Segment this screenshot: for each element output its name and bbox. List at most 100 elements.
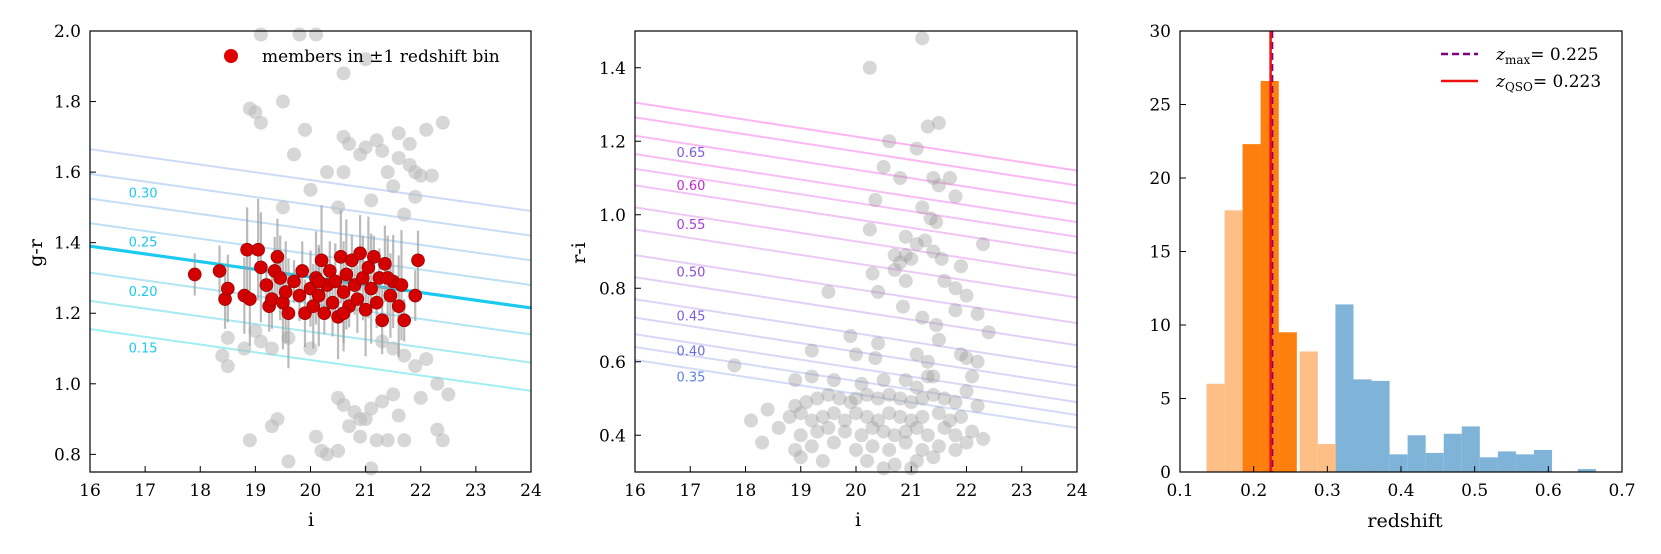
redseq-line (634, 358, 1078, 429)
histogram-bar (1353, 379, 1372, 472)
background-point (309, 429, 324, 444)
ylabel: r-i (568, 242, 590, 264)
background-point (965, 424, 980, 439)
background-point (854, 376, 869, 391)
x-tick-label: 24 (1066, 481, 1088, 501)
background-point (948, 281, 963, 296)
level-labels: 0.15 0.20 0.25 0.30 (129, 186, 158, 356)
background-point (904, 413, 919, 428)
y-tick-label: 1.2 (54, 304, 81, 324)
x-tick-label: 0.1 (1166, 481, 1193, 501)
level-label: 0.25 (129, 236, 158, 251)
background-point (237, 341, 252, 356)
background-point (782, 409, 797, 424)
background-point (815, 453, 830, 468)
xlabel: i (855, 509, 861, 531)
histogram-bar (1461, 426, 1480, 472)
member-point (336, 306, 351, 321)
xlabel: redshift (1367, 510, 1443, 532)
redshift-vlines (1269, 31, 1274, 472)
background-point (424, 168, 439, 183)
background-point (386, 179, 401, 194)
member-point (314, 253, 329, 268)
background-point (755, 435, 770, 450)
background-point (832, 391, 847, 406)
level-label: 0.20 (129, 285, 158, 300)
background-point (253, 115, 268, 130)
y-tick-label: 25 (1149, 96, 1171, 116)
legend-entry-label: zQSO= 0.223 (1495, 72, 1601, 94)
level-labels: 0.35 0.40 0.45 0.50 0.55 0.60 0.65 (676, 146, 705, 385)
histogram-bar (1533, 449, 1553, 472)
background-point (220, 330, 235, 345)
background-point (843, 329, 858, 344)
redseq-line (634, 167, 1078, 238)
background-point (353, 147, 368, 162)
y-tick-label: 0 (1160, 463, 1171, 483)
redseq-line (634, 346, 1078, 417)
background-point (386, 387, 401, 402)
background-point (882, 442, 897, 457)
histogram-bar (1278, 332, 1297, 472)
background-point (887, 248, 902, 263)
y-tick-label: 0.8 (599, 279, 626, 299)
histogram-bar (1206, 383, 1225, 472)
background-point (215, 348, 230, 363)
y-tick-label: 1.8 (54, 93, 81, 113)
legend: members in ±1 redshift bin (224, 47, 500, 67)
background-point (948, 442, 963, 457)
background-point (909, 420, 924, 435)
background-point (915, 391, 930, 406)
background-point (391, 408, 406, 423)
x-tick-label: 18 (735, 481, 757, 501)
background-point (929, 215, 944, 230)
level-label: 0.40 (676, 345, 705, 360)
background-point (915, 409, 930, 424)
level-label: 0.50 (676, 266, 705, 281)
redseq-line (634, 254, 1078, 325)
background-point (309, 27, 324, 42)
background-point (931, 439, 946, 454)
background-point (876, 461, 891, 476)
background-point (391, 151, 406, 166)
background-point (744, 413, 759, 428)
histogram-bar (1224, 210, 1243, 472)
background-point (413, 168, 428, 183)
histogram-bar (1371, 380, 1390, 472)
background-point (826, 435, 841, 450)
background-point (909, 141, 924, 156)
background-point (364, 193, 379, 208)
background-point (336, 66, 351, 81)
y-tick-label: 30 (1149, 22, 1171, 42)
background-point (353, 429, 368, 444)
redseq-line (634, 298, 1078, 369)
background-point (821, 387, 836, 402)
background-point (981, 325, 996, 340)
x-tick-label: 21 (355, 481, 377, 501)
x-tick-label: 23 (1011, 481, 1033, 501)
member-point (259, 278, 274, 292)
member-point (273, 271, 287, 285)
background-point (727, 358, 742, 373)
member-point (281, 306, 296, 321)
y-tick-label: 1.0 (599, 206, 626, 226)
y-tick-label: 1.4 (54, 234, 81, 254)
background-point (793, 406, 808, 421)
redseq-line (89, 172, 532, 237)
background-point (953, 259, 968, 274)
redseq-line (634, 153, 1078, 224)
histogram-bar (1335, 304, 1354, 472)
member-point (367, 249, 381, 264)
y-tick-label: 0.6 (599, 353, 626, 373)
x-tick-label: 16 (79, 481, 101, 501)
background-point (810, 391, 825, 406)
member-point (287, 274, 301, 289)
member-point (391, 299, 406, 313)
member-point (311, 274, 326, 289)
member-point (397, 313, 412, 328)
redseq-line (634, 228, 1078, 299)
background-point (915, 31, 930, 46)
background-point (441, 387, 456, 402)
background-point (408, 189, 423, 204)
redseq-line (634, 333, 1078, 404)
